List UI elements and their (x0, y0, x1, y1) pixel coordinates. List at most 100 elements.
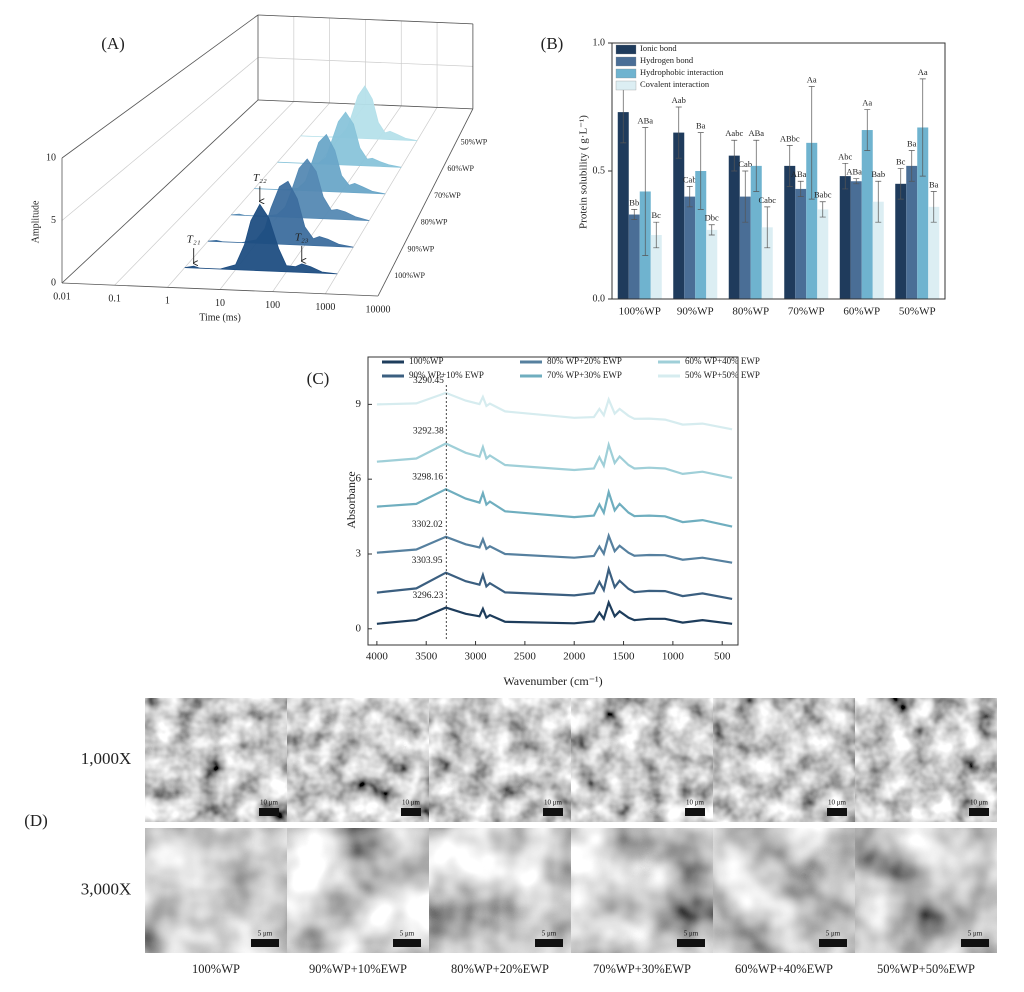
grid-line (257, 57, 473, 67)
legend-swatch (615, 68, 637, 79)
spectrum-line (376, 599, 733, 625)
scale-bar (677, 939, 705, 947)
x-tick-label: 3000 (465, 651, 488, 663)
significance-letter: Abc (838, 151, 852, 161)
bar (784, 165, 796, 299)
scale-bar-label: 5 μm (826, 930, 841, 938)
x-tick-label: 1000 (315, 302, 335, 313)
bar (739, 196, 751, 299)
bar (706, 229, 718, 299)
spectrum-line (376, 565, 733, 600)
series-label: 70%WP (434, 191, 461, 200)
spectrum-area (207, 180, 354, 248)
y-tick-label: 5 (51, 215, 56, 226)
plot-frame (611, 42, 946, 300)
scale-bar-label: 10 μm (828, 799, 847, 807)
y-axis-label: Protein solubility ( g·L⁻¹) (578, 115, 590, 229)
row-label: 3,000X (81, 879, 132, 898)
x-tick-label: 50%WP (899, 306, 936, 318)
scale-bar (961, 939, 989, 947)
significance-letter: Babc (814, 190, 832, 200)
significance-letter: Cab (683, 174, 697, 184)
sem-image (713, 698, 855, 822)
x-tick-label: 1500 (613, 651, 636, 663)
significance-letter: Bc (652, 210, 662, 220)
significance-letter: Ba (907, 138, 917, 148)
legend-swatch (615, 56, 637, 67)
scale-bar-label: 5 μm (542, 930, 557, 938)
significance-letter: Aabc (725, 128, 743, 138)
scale-bar (401, 808, 421, 816)
error-bar (853, 178, 860, 185)
y-tick-label: 9 (356, 398, 362, 410)
plot-frame (367, 356, 739, 646)
x-tick-label: 2000 (563, 651, 586, 663)
significance-letter: Bb (629, 197, 639, 207)
spectrum-area (300, 85, 418, 142)
sem-image (429, 828, 571, 953)
x-tick-label: 1 (165, 296, 170, 307)
scale-bar-label: 5 μm (258, 930, 273, 938)
bar (895, 183, 907, 299)
annotation: T₂₃ (295, 231, 309, 243)
scale-bar (685, 808, 705, 816)
bar (917, 127, 929, 299)
y-tick-label: 0.0 (593, 293, 606, 304)
grid-line (325, 107, 438, 295)
significance-letter: Bab (871, 169, 885, 179)
error-bar (675, 106, 682, 159)
error-bar (808, 86, 815, 200)
spectrum-line (376, 532, 733, 564)
legend-label: 70% WP+30% EWP (547, 370, 622, 380)
legend-swatch (615, 44, 637, 55)
legend-label: Hydrophobic interaction (640, 67, 724, 77)
legend-label: 80% WP+20% EWP (547, 356, 622, 366)
x-tick-label: 70%WP (788, 306, 825, 318)
axis-line (377, 108, 474, 297)
scale-bar (827, 808, 847, 816)
x-tick-label: 90%WP (677, 306, 714, 318)
y-tick-label: 1.0 (593, 37, 606, 48)
y-tick-label: 6 (356, 473, 362, 485)
sem-image (855, 828, 997, 953)
series-label: 100%WP (394, 271, 425, 280)
x-axis-label: Time (ms) (199, 312, 241, 323)
scale-bar (393, 939, 421, 947)
significance-letter: ABbc (780, 133, 800, 143)
bar (617, 112, 629, 300)
scale-bar (543, 808, 563, 816)
column-label: 70%WP+30%EWP (593, 962, 691, 976)
sem-image (571, 828, 713, 953)
spectrum-line (376, 440, 733, 479)
bar (695, 171, 707, 299)
column-label: 80%WP+20%EWP (451, 962, 549, 976)
axis-line (61, 282, 379, 297)
x-tick-label: 0.1 (108, 293, 121, 304)
significance-letter: ABab (846, 167, 866, 177)
error-bar (875, 180, 882, 223)
scale-bar-label: 10 μm (544, 799, 563, 807)
error-bar (631, 209, 638, 220)
legend-label: 90% WP+10% EWP (409, 370, 484, 380)
bar (817, 209, 829, 299)
scale-bar (969, 808, 989, 816)
significance-letter: Aa (918, 67, 928, 77)
error-bar (764, 206, 771, 249)
y-axis-label: Amplitude (30, 200, 41, 243)
scale-bar-label: 10 μm (970, 799, 989, 807)
spectrum-area (277, 111, 402, 168)
peak-label: 3292.38 (413, 427, 444, 437)
bar (861, 130, 873, 299)
scale-bar-label: 5 μm (684, 930, 699, 938)
sem-image (713, 828, 855, 953)
legend-label: 100%WP (409, 356, 444, 366)
row-label: 1,000X (81, 749, 132, 768)
bar (906, 165, 918, 299)
error-bar (708, 224, 715, 236)
bar (628, 214, 640, 299)
grid-line (61, 57, 259, 221)
bar (761, 227, 773, 299)
panel-label: (A) (101, 34, 125, 53)
y-tick-label: 10 (46, 152, 56, 163)
y-tick-label: 0 (356, 622, 362, 634)
